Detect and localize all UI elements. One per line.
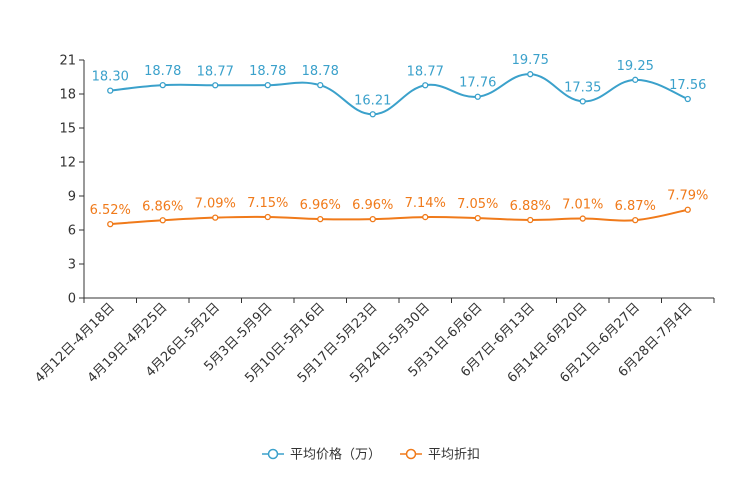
series-layer: 18.30 18.78 18.77 18.78 18.78 16.21 18.77 17.76… bbox=[90, 53, 708, 228]
data-label: 18.30 bbox=[92, 70, 129, 85]
data-point[interactable] bbox=[212, 82, 219, 89]
data-label: 7.09% bbox=[195, 197, 236, 212]
y-tick-label: 18 bbox=[59, 88, 76, 103]
data-label: 7.14% bbox=[405, 196, 446, 211]
data-label: 7.15% bbox=[247, 196, 288, 211]
y-tick-label: 21 bbox=[59, 54, 76, 69]
data-point[interactable] bbox=[632, 76, 639, 83]
data-label: 6.96% bbox=[352, 198, 393, 213]
data-label: 6.96% bbox=[300, 198, 341, 213]
data-point[interactable] bbox=[632, 216, 639, 224]
data-label: 6.86% bbox=[142, 199, 183, 214]
data-point[interactable] bbox=[422, 213, 429, 221]
y-tick-label: 15 bbox=[59, 122, 76, 137]
data-label: 19.75 bbox=[512, 53, 549, 68]
y-tick-label: 6 bbox=[68, 224, 76, 239]
data-point[interactable] bbox=[527, 71, 534, 78]
data-label: 6.87% bbox=[615, 199, 656, 214]
data-point[interactable] bbox=[264, 82, 271, 89]
series-line bbox=[110, 208, 688, 226]
series-1: 6.52% 6.86% 7.09% 7.15% 6.96% 6.96% 7.14% 7.05%… bbox=[90, 189, 708, 228]
legend-item-1[interactable]: 平均折扣 bbox=[400, 448, 480, 463]
data-point[interactable] bbox=[159, 82, 166, 89]
data-point[interactable] bbox=[317, 82, 324, 89]
data-point[interactable] bbox=[264, 213, 271, 221]
data-point[interactable] bbox=[107, 87, 114, 94]
data-label: 18.77 bbox=[407, 64, 444, 79]
data-point[interactable] bbox=[369, 215, 376, 223]
legend-marker-icon bbox=[405, 448, 417, 460]
y-axis-ticks: 0 3 6 9 12 15 18 21 bbox=[59, 54, 84, 307]
data-point[interactable] bbox=[212, 214, 219, 221]
y-tick-label: 3 bbox=[68, 258, 76, 273]
legend-item-0[interactable]: 平均价格（万） bbox=[262, 447, 381, 463]
y-tick-label: 0 bbox=[68, 292, 76, 307]
data-label: 7.01% bbox=[562, 198, 603, 213]
data-label: 17.76 bbox=[459, 76, 496, 91]
data-label: 18.78 bbox=[249, 64, 286, 79]
data-point[interactable] bbox=[684, 95, 691, 103]
data-label: 18.78 bbox=[302, 64, 339, 79]
data-label: 18.77 bbox=[197, 64, 234, 79]
x-axis-ticks: 4月12日-4月18日4月19日-4月25日4月26日-5月2日5月3日-5月9… bbox=[32, 298, 715, 386]
data-label: 17.56 bbox=[669, 78, 706, 93]
data-point[interactable] bbox=[107, 220, 114, 228]
legend-marker-icon bbox=[267, 448, 279, 460]
data-label: 19.25 bbox=[617, 59, 654, 74]
data-label: 6.52% bbox=[90, 203, 131, 218]
data-label: 16.21 bbox=[354, 93, 391, 108]
data-point[interactable] bbox=[159, 217, 166, 224]
legend-label: 平均价格（万） bbox=[290, 447, 381, 463]
data-point[interactable] bbox=[527, 216, 534, 224]
data-point[interactable] bbox=[579, 215, 586, 222]
y-tick-label: 12 bbox=[59, 156, 76, 171]
data-label: 17.35 bbox=[564, 80, 601, 95]
data-label: 7.05% bbox=[457, 197, 498, 212]
data-point[interactable] bbox=[422, 82, 429, 89]
data-point[interactable] bbox=[579, 98, 586, 105]
data-point[interactable] bbox=[474, 93, 481, 100]
y-tick-label: 9 bbox=[68, 190, 76, 205]
data-point[interactable] bbox=[369, 111, 376, 118]
data-label: 6.88% bbox=[510, 199, 551, 214]
legend[interactable]: 平均价格（万） 平均折扣 bbox=[262, 447, 480, 463]
series-0: 18.30 18.78 18.77 18.78 18.78 16.21 18.77 17.76… bbox=[92, 53, 706, 118]
chart-axes bbox=[83, 60, 714, 299]
data-label: 7.79% bbox=[667, 189, 708, 204]
data-label: 18.78 bbox=[144, 64, 181, 79]
legend-label: 平均折扣 bbox=[428, 448, 480, 463]
data-point[interactable] bbox=[474, 214, 481, 222]
data-point[interactable] bbox=[684, 206, 691, 213]
data-point[interactable] bbox=[317, 215, 324, 223]
